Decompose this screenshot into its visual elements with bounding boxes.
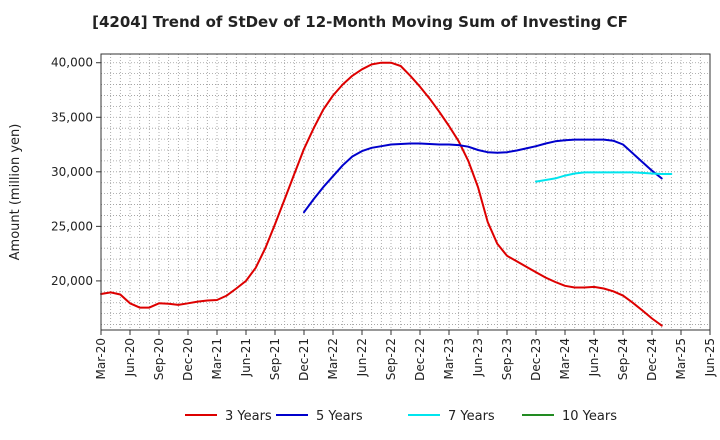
x-tick-label: Mar-21 xyxy=(210,338,224,379)
x-tick-label: Jun-23 xyxy=(471,338,485,377)
x-tick-label: Mar-24 xyxy=(558,338,572,379)
x-tick-label: Sep-20 xyxy=(152,338,166,380)
y-tick-label: 40,000 xyxy=(51,56,93,70)
legend: 3 Years 5 Years 7 Years 10 Years xyxy=(185,409,617,424)
x-tick-label: Sep-21 xyxy=(268,338,282,380)
x-axis-ticks: Mar-20 Jun-20 Sep-20 Dec-20 Mar-21 Jun-21 Sep-… xyxy=(94,330,717,381)
x-tick-label: Jun-22 xyxy=(355,338,369,377)
x-tick-label: Jun-20 xyxy=(123,338,137,377)
y-tick-label: 25,000 xyxy=(51,219,93,233)
x-tick-label: Mar-20 xyxy=(94,338,108,379)
x-tick-label: Sep-23 xyxy=(500,338,514,380)
series-line xyxy=(100,61,663,327)
chart-title: [4204] Trend of StDev of 12-Month Moving… xyxy=(92,13,628,31)
x-tick-label: Dec-21 xyxy=(297,338,311,381)
legend-label: 7 Years xyxy=(448,409,495,424)
legend-label: 3 Years xyxy=(225,409,272,424)
x-tick-label: Sep-24 xyxy=(616,338,630,380)
legend-label: 5 Years xyxy=(316,409,363,424)
x-tick-label: Dec-20 xyxy=(181,338,195,381)
x-tick-label: Mar-25 xyxy=(674,338,688,379)
y-tick-label: 20,000 xyxy=(51,274,93,288)
x-tick-label: Mar-23 xyxy=(442,338,456,379)
plot-frame xyxy=(100,53,711,331)
x-tick-label: Dec-22 xyxy=(413,338,427,381)
x-tick-label: Mar-22 xyxy=(326,338,340,379)
legend-label: 10 Years xyxy=(562,409,617,424)
x-tick-label: Dec-24 xyxy=(645,338,659,381)
x-tick-label: Jun-21 xyxy=(239,338,253,377)
series-line xyxy=(535,171,673,183)
y-tick-label: 30,000 xyxy=(51,165,93,179)
y-axis-label: Amount (million yen) xyxy=(8,124,23,261)
x-tick-label: Jun-25 xyxy=(703,338,717,377)
series-lines xyxy=(100,61,673,327)
x-tick-label: Jun-24 xyxy=(587,338,601,377)
series-line xyxy=(303,138,663,214)
x-tick-label: Dec-23 xyxy=(529,338,543,381)
x-tick-label: Sep-22 xyxy=(384,338,398,380)
grid-lines xyxy=(101,54,710,330)
y-tick-label: 35,000 xyxy=(51,110,93,124)
y-axis-ticks: 20,000 25,000 30,000 35,000 40,000 xyxy=(51,56,101,288)
